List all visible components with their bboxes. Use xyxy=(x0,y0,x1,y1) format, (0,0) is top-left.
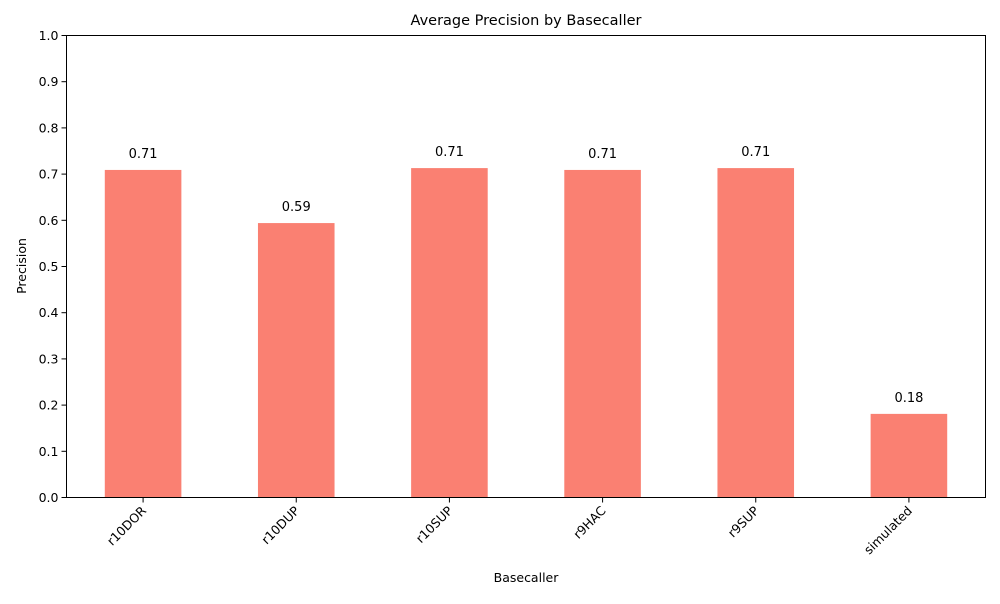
y-tick-label: 0.3 xyxy=(39,351,59,366)
x-tick-label-simulated: simulated xyxy=(861,503,915,557)
y-tick-label: 1.0 xyxy=(39,28,59,43)
bar-simulated xyxy=(870,413,948,498)
data-label-r9SUP: 0.71 xyxy=(741,145,770,160)
data-labels-layer: 0.71 0.59 0.71 0.71 0.71 0.18 xyxy=(129,145,924,406)
bar-r10SUP xyxy=(411,168,488,498)
chart-title: Average Precision by Basecaller xyxy=(411,13,642,29)
x-tick-label-r10DOR: r10DOR xyxy=(104,503,150,549)
y-tick-label: 0.9 xyxy=(39,74,59,89)
y-tick-label: 0.6 xyxy=(39,213,59,228)
plot-frame xyxy=(66,35,986,498)
bar-r9SUP xyxy=(717,168,795,498)
data-label-r9HAC: 0.71 xyxy=(588,147,617,162)
y-axis-label: Precision xyxy=(14,238,29,294)
x-tick-label-r9HAC: r9HAC xyxy=(570,503,609,542)
x-tick-label-r10DUP: r10DUP xyxy=(258,503,302,547)
x-tick-label-r10SUP: r10SUP xyxy=(413,503,456,546)
data-label-simulated: 0.18 xyxy=(894,391,923,406)
x-axis-ticks: r10DOR r10DUP r10SUP r9HAC r9SUP simulated xyxy=(104,497,915,557)
axes-layer xyxy=(66,35,986,498)
data-label-r10DUP: 0.59 xyxy=(282,200,311,215)
data-label-r10SUP: 0.71 xyxy=(435,145,464,160)
y-tick-label: 0.0 xyxy=(39,490,59,505)
y-tick-label: 0.1 xyxy=(39,444,59,459)
y-tick-label: 0.8 xyxy=(39,120,59,135)
bar-r10DUP xyxy=(257,223,335,498)
bar-r10DOR xyxy=(104,169,182,498)
data-label-r10DOR: 0.71 xyxy=(129,147,158,162)
x-tick-label-r9SUP: r9SUP xyxy=(725,503,763,541)
y-axis-ticks: 0.0 0.1 0.2 0.3 0.4 0.5 0.6 0.7 0.8 0.9 1.0 xyxy=(39,28,67,505)
y-tick-label: 0.2 xyxy=(39,398,59,413)
x-axis-label: Basecaller xyxy=(494,570,560,585)
bar-r9HAC xyxy=(564,169,641,498)
y-tick-label: 0.7 xyxy=(39,167,59,182)
y-tick-label: 0.5 xyxy=(39,259,59,274)
y-tick-label: 0.4 xyxy=(39,305,59,320)
bars-layer xyxy=(104,168,948,498)
